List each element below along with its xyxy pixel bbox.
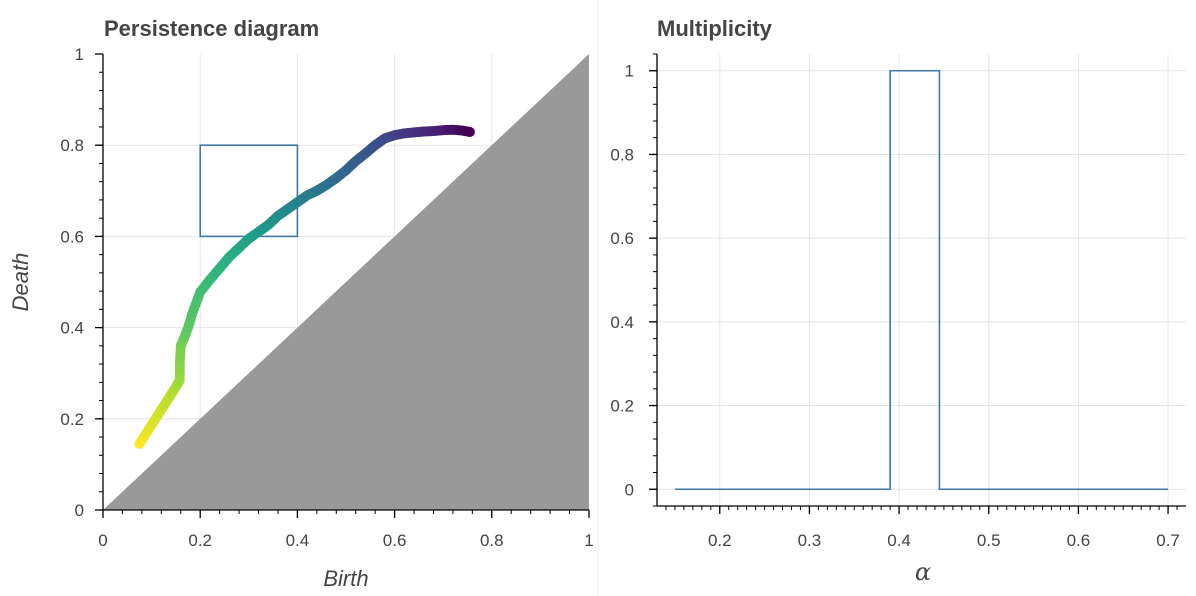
x-tick-label: 0.6 xyxy=(1067,531,1091,550)
x-tick-label: 0.2 xyxy=(188,531,212,550)
x-tick-label: 0.2 xyxy=(708,531,732,550)
x-tick-label: 0 xyxy=(98,531,107,550)
y-tick-label: 0.4 xyxy=(610,313,634,332)
diagonal-shaded-region xyxy=(103,54,589,510)
persistence-point xyxy=(464,126,475,137)
persistence-axes: 0 0.2 0.4 0.6 0.8 1 0 0.2 0.4 0.6 0.8 1 xyxy=(60,45,593,550)
y-tick-label: 0 xyxy=(75,501,84,520)
y-tick-label: 0 xyxy=(625,480,634,499)
y-tick-label: 0.4 xyxy=(60,319,84,338)
multiplicity-grid xyxy=(657,54,1186,506)
x-tick-label: 0.4 xyxy=(286,531,310,550)
x-tick-label: 0.4 xyxy=(887,531,911,550)
x-tick-label: 1 xyxy=(584,531,593,550)
x-tick-label: 0.8 xyxy=(480,531,504,550)
y-tick-label: 1 xyxy=(625,62,634,81)
y-tick-label: 1 xyxy=(75,45,84,64)
selection-box[interactable] xyxy=(199,144,299,238)
x-axis-label-alpha: α xyxy=(915,558,931,586)
y-tick-label: 0.8 xyxy=(60,136,84,155)
y-tick-label: 0.2 xyxy=(60,410,84,429)
persistence-points xyxy=(134,124,475,449)
multiplicity-axes: 0.2 0.3 0.4 0.5 0.6 0.7 0 0.2 0.4 0.6 0.8 1 xyxy=(610,53,1186,550)
y-axis-label-death: Death xyxy=(8,253,33,312)
y-tick-label: 0.6 xyxy=(60,227,84,246)
y-tick-label: 0.6 xyxy=(610,229,634,248)
multiplicity-title: Multiplicity xyxy=(657,16,773,41)
x-tick-label: 0.5 xyxy=(977,531,1001,550)
x-tick-label: 0.6 xyxy=(383,531,407,550)
multiplicity-series-line xyxy=(674,69,1169,491)
x-tick-label: 0.7 xyxy=(1156,531,1180,550)
y-tick-label: 0.8 xyxy=(610,145,634,164)
x-tick-label: 0.3 xyxy=(798,531,822,550)
y-tick-label: 0.2 xyxy=(610,397,634,416)
x-axis-label-birth: Birth xyxy=(323,566,368,591)
multiplicity-panel: Multiplicity 0.2 0.3 0.4 0.5 0.6 0.700.20.40.… xyxy=(610,16,1186,586)
persistence-diagram-title: Persistence diagram xyxy=(104,16,319,41)
persistence-diagram-panel: Persistence diagram 0 0.2 0.4 0.6 0.8 1 0 0.2 0.… xyxy=(8,16,594,591)
